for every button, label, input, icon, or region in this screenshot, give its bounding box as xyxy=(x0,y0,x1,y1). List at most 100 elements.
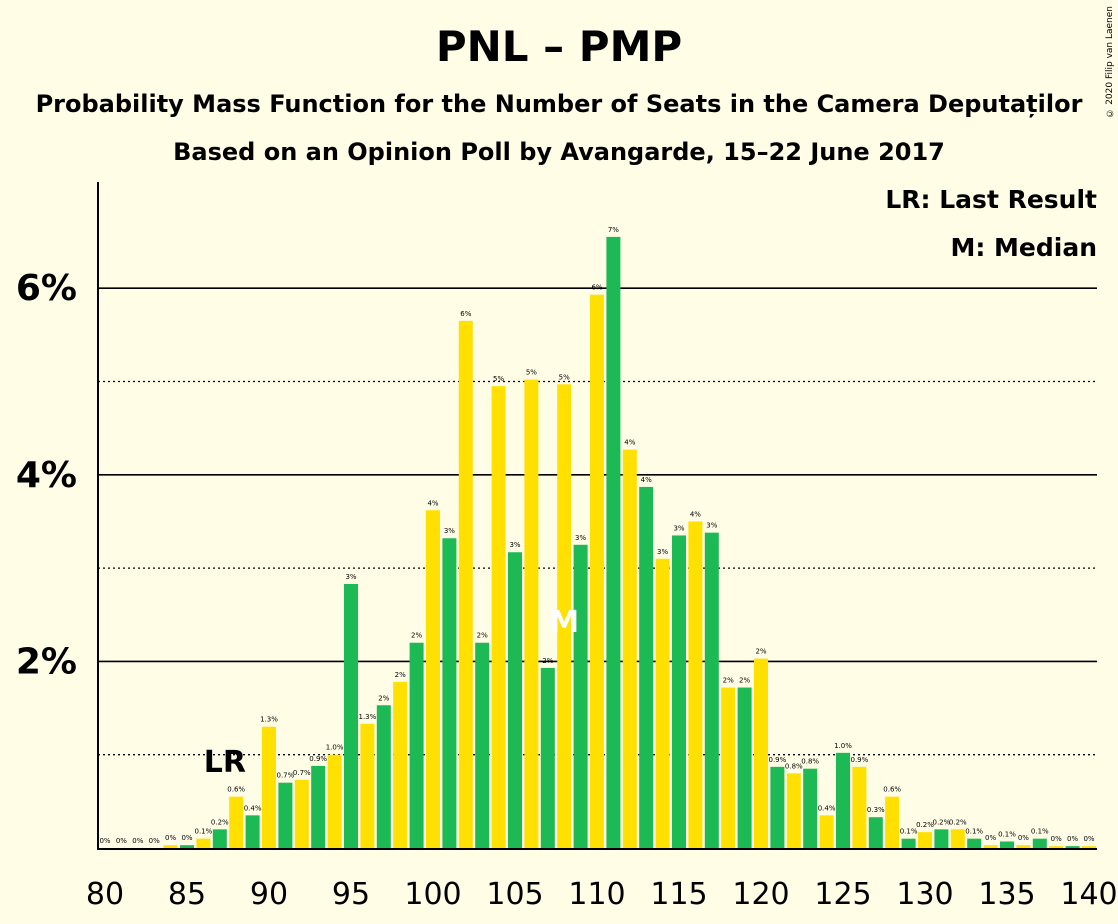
bar-label-seat-124: 0.4% xyxy=(818,804,836,812)
bar-label-seat-81: 0% xyxy=(116,837,127,845)
bar-label-seat-93: 0.9% xyxy=(309,755,327,763)
bar-label-seat-82: 0% xyxy=(132,837,143,845)
bar-seat-113 xyxy=(639,486,654,848)
x-tick-label: 100 xyxy=(404,877,461,912)
bar-seat-105 xyxy=(508,552,522,848)
x-tick-label: 80 xyxy=(86,877,124,912)
bar-label-seat-91: 0.7% xyxy=(277,772,295,780)
bar-seat-101 xyxy=(442,538,457,848)
bar-seat-99 xyxy=(409,642,424,848)
x-tick-label: 110 xyxy=(568,877,625,912)
bar-label-seat-139: 0% xyxy=(1067,835,1078,843)
bar-label-seat-109: 3% xyxy=(575,534,586,542)
x-tick-label: 135 xyxy=(978,877,1035,912)
bar-label-seat-102: 6% xyxy=(460,310,471,318)
bar-seat-123 xyxy=(803,768,818,848)
x-tick-label: 85 xyxy=(168,877,206,912)
bar-seat-98 xyxy=(393,681,408,848)
bar-label-seat-116: 4% xyxy=(690,510,701,518)
x-tick-label: 140 xyxy=(1060,877,1117,912)
chart-subtitle: Probability Mass Function for the Number… xyxy=(35,90,1083,118)
bar-seat-93 xyxy=(311,765,326,848)
bar-label-seat-129: 0.1% xyxy=(900,828,918,836)
legend-median: M: Median xyxy=(950,233,1097,262)
x-tick-label: 105 xyxy=(486,877,543,912)
bar-label-seat-92: 0.7% xyxy=(293,769,311,777)
bar-seat-107 xyxy=(540,667,555,848)
bar-seat-125 xyxy=(836,752,850,848)
bar-seat-94 xyxy=(327,754,342,848)
x-tick-label: 130 xyxy=(896,877,953,912)
bar-seat-109 xyxy=(573,544,588,848)
bar-label-seat-104: 5% xyxy=(493,375,504,383)
bar-seat-135 xyxy=(1000,841,1014,848)
bar-label-seat-107: 2% xyxy=(542,657,553,665)
y-tick-label: 6% xyxy=(16,268,77,309)
bar-seat-91 xyxy=(278,782,293,848)
bar-label-seat-105: 3% xyxy=(509,541,520,549)
bar-label-seat-122: 0.8% xyxy=(785,762,803,770)
markers: LR M xyxy=(204,605,579,780)
bar-label-seat-80: 0% xyxy=(99,837,110,845)
bar-seat-106 xyxy=(524,379,539,848)
bar-seat-136 xyxy=(1016,845,1031,848)
bar-label-seat-94: 1.0% xyxy=(326,744,344,752)
bar-label-seat-130: 0.2% xyxy=(916,821,934,829)
bar-seat-100 xyxy=(426,510,440,848)
bar-seat-115 xyxy=(672,535,686,848)
bars xyxy=(163,236,1096,849)
bar-label-seat-140: 0% xyxy=(1083,835,1094,843)
bar-seat-90 xyxy=(262,726,276,848)
x-tick-label: 120 xyxy=(732,877,789,912)
bar-seat-139 xyxy=(1065,846,1080,848)
bar-label-seat-83: 0% xyxy=(149,837,160,845)
bar-label-seat-120: 2% xyxy=(755,648,766,656)
x-tick-label: 125 xyxy=(814,877,871,912)
bar-seat-137 xyxy=(1032,838,1047,848)
bar-label-seat-126: 0.9% xyxy=(851,756,869,764)
bar-seat-133 xyxy=(967,838,982,848)
bar-label-seat-88: 0.6% xyxy=(227,786,245,794)
bar-seat-119 xyxy=(737,687,752,848)
bar-seat-104 xyxy=(491,386,506,848)
bar-seat-89 xyxy=(245,815,260,848)
bar-label-seat-125: 1.0% xyxy=(834,742,852,750)
bar-seat-126 xyxy=(852,766,867,848)
bar-seat-95 xyxy=(344,583,358,848)
bar-label-seat-86: 0.1% xyxy=(195,828,213,836)
y-tick-label: 4% xyxy=(16,455,77,496)
bar-seat-138 xyxy=(1049,846,1064,848)
bar-label-seat-87: 0.2% xyxy=(211,818,229,826)
chart-title: PNL – PMP xyxy=(435,22,683,71)
bar-seat-92 xyxy=(294,779,309,848)
bar-seat-116 xyxy=(688,521,703,848)
bar-label-seat-103: 2% xyxy=(477,632,488,640)
last-result-marker: LR xyxy=(204,745,246,780)
legend-last-result: LR: Last Result xyxy=(885,185,1097,214)
bar-seat-86 xyxy=(196,838,211,848)
bar-seat-118 xyxy=(721,687,736,848)
bar-label-seat-99: 2% xyxy=(411,632,422,640)
bar-seat-103 xyxy=(475,642,490,848)
bar-seat-122 xyxy=(786,773,801,848)
bar-label-seat-112: 4% xyxy=(624,439,635,447)
bar-seat-84 xyxy=(163,845,178,848)
x-tick-label: 90 xyxy=(250,877,288,912)
bar-seat-121 xyxy=(770,766,785,848)
bar-label-seat-101: 3% xyxy=(444,527,455,535)
chart-source: Based on an Opinion Poll by Avangarde, 1… xyxy=(173,138,945,166)
bar-label-seat-131: 0.2% xyxy=(933,818,951,826)
bar-label-seat-113: 4% xyxy=(641,476,652,484)
bar-label-seat-135: 0.1% xyxy=(998,830,1016,838)
bar-label-seat-137: 0.1% xyxy=(1031,828,1049,836)
bar-label-seat-84: 0% xyxy=(165,834,176,842)
bar-seat-127 xyxy=(868,817,883,848)
bar-label-seat-118: 2% xyxy=(723,677,734,685)
bar-label-seat-132: 0.2% xyxy=(949,818,967,826)
bar-label-seat-100: 4% xyxy=(427,499,438,507)
bar-seat-120 xyxy=(754,658,768,848)
bar-seat-134 xyxy=(983,845,998,848)
bar-seat-96 xyxy=(360,723,375,848)
bar-label-seat-96: 1.3% xyxy=(359,713,377,721)
